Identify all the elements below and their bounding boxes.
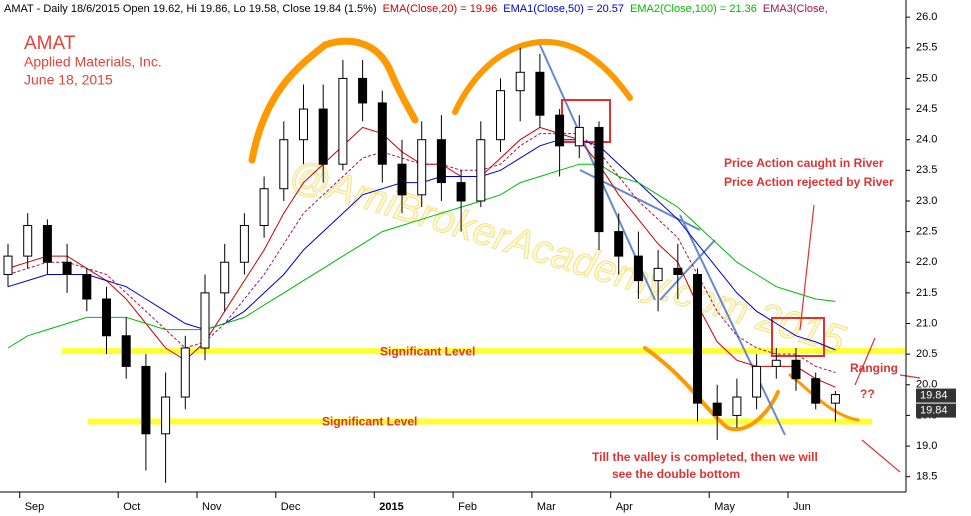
header: AMAT - Daily 18/6/2015 Open 19.62, Hi 19… (4, 3, 377, 15)
candle-body (318, 108, 328, 165)
candle-body (476, 139, 486, 202)
annotation: Price Action rejected by River (724, 175, 894, 189)
candle-body (259, 188, 269, 226)
x-tick-label: May (714, 501, 735, 513)
annotation: ?? (860, 387, 875, 401)
legend-entry: EMA1(Close,50) = 20.57 (503, 3, 624, 15)
y-tick-label: 26.0 (916, 11, 937, 23)
y-tick-label: 25.5 (916, 42, 937, 54)
candle-body (535, 71, 545, 116)
x-tick-label: Sep (25, 501, 45, 513)
level-label: Significant Level (380, 344, 475, 358)
date-label: June 18, 2015 (24, 72, 113, 88)
candle-body (377, 102, 387, 165)
x-tick-label: Jun (793, 501, 811, 513)
candle-body (141, 365, 151, 435)
candle-body (712, 402, 722, 416)
annotation-layer: Significant Level Significant Level (62, 344, 905, 429)
candle-body (161, 396, 171, 435)
candle-body (180, 347, 190, 398)
candle-body (555, 114, 565, 147)
y-tick-label: 20.5 (916, 348, 937, 360)
candle-body (23, 224, 33, 257)
candle-body (42, 224, 52, 263)
candle-body (791, 359, 801, 380)
candle-body (653, 267, 663, 282)
candle-body (456, 182, 466, 202)
y-tick-label: 23.0 (916, 195, 937, 207)
candle-body (614, 231, 624, 257)
legend-entry: EMA3(Close, (763, 3, 828, 15)
candle-body (239, 224, 249, 263)
candle-body (673, 267, 683, 275)
plot (3, 47, 840, 483)
price-tag (916, 403, 956, 418)
y-tick-label: 21.5 (916, 287, 937, 299)
candle-body (496, 90, 505, 141)
price-tag (916, 388, 956, 403)
subtitle: Applied Materials, Inc. (24, 54, 162, 70)
y-tick-label: 25.0 (916, 72, 937, 84)
candle-body (436, 139, 446, 184)
x-tick-label: Feb (458, 501, 477, 513)
annotation: Till the valley is completed, then we wi… (592, 450, 818, 464)
candle-body (830, 394, 840, 404)
x-tick-label: Mar (537, 501, 556, 513)
candle-body (633, 255, 643, 282)
arrows (799, 204, 921, 473)
x-tick-label: Dec (281, 501, 301, 513)
candle-body (574, 126, 584, 147)
candle-body (338, 77, 348, 165)
candle-body (811, 378, 821, 404)
y-tick-label: 24.0 (916, 134, 937, 146)
candle-body (220, 261, 230, 294)
candle-body (397, 163, 407, 196)
price-tag-label: 19.84 (920, 389, 948, 401)
y-tick-label: 22.5 (916, 226, 937, 238)
candle-body (279, 139, 289, 190)
y-tick-label: 23.5 (916, 164, 937, 176)
candle-body (200, 292, 210, 349)
x-tick-label: Apr (616, 501, 633, 513)
y-tick-label: 24.5 (916, 103, 937, 115)
candle-body (417, 139, 427, 196)
ema-line (7, 163, 836, 349)
annotation: Price Action caught in River (724, 156, 884, 170)
y-tick-label: 18.5 (916, 471, 937, 483)
level-label: Significant Level (322, 415, 417, 429)
candle-body (358, 77, 368, 104)
candle-body (62, 261, 72, 275)
annotation: Ranging (850, 361, 898, 375)
price-tag-label: 19.84 (920, 404, 948, 416)
legend-entry: EMA(Close,20) = 19.96 (383, 3, 498, 15)
candle-body (82, 273, 92, 300)
candle-body (515, 71, 525, 92)
title: AMAT (24, 33, 76, 54)
candle-body (771, 359, 781, 367)
annotation: see the double bottom (612, 467, 740, 481)
candle-body (732, 396, 742, 416)
candle-body (594, 126, 604, 233)
y-tick-label: 21.0 (916, 317, 937, 329)
candle-body (121, 335, 131, 367)
x-tick-label: Nov (202, 501, 222, 513)
candle-body (299, 108, 308, 141)
y-tick-label: 20.0 (916, 379, 937, 391)
candle-body (693, 273, 702, 404)
candle-body (3, 255, 13, 275)
x-tick-label: 2015 (379, 501, 403, 513)
candle-body (752, 365, 762, 398)
x-tick-label: Oct (123, 501, 140, 513)
candle-body (102, 298, 111, 337)
y-tick-label: 19.0 (916, 440, 937, 452)
legend-entry: EMA2(Close,100) = 21.36 (630, 3, 757, 15)
y-tick-label: 22.0 (916, 256, 937, 268)
